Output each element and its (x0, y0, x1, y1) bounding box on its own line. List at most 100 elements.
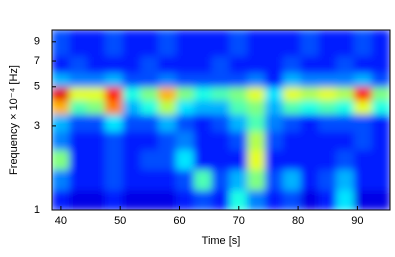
heatmap-cell (300, 55, 320, 74)
heatmap-cell (282, 72, 302, 88)
y-tick-label: 5 (34, 81, 40, 93)
heatmap-cell (211, 189, 231, 210)
heatmap-cell (193, 130, 213, 151)
heatmap-cell (353, 86, 373, 101)
heatmap-cell (247, 72, 266, 88)
heatmap-cell (353, 130, 373, 151)
heatmap-cell (282, 189, 302, 210)
heatmap-cell (300, 130, 320, 151)
heatmap-cell (176, 30, 195, 57)
heatmap-cell (247, 168, 266, 191)
heatmap-cell (318, 149, 338, 170)
heatmap-cell (282, 168, 302, 191)
heatmap-cell (336, 30, 355, 57)
heatmap-cell (69, 30, 89, 57)
heatmap-cell (282, 99, 302, 115)
heatmap-cell (176, 189, 195, 210)
heatmap-cell (87, 189, 106, 210)
heatmap-cell (336, 113, 355, 132)
heatmap-cell (52, 55, 71, 74)
heatmap-cell (211, 149, 231, 170)
heatmap-cell (318, 99, 338, 115)
heatmap-cell (140, 30, 160, 57)
heatmap-cell (229, 113, 249, 132)
heatmap-cell (193, 149, 213, 170)
heatmap-cell (247, 86, 266, 101)
heatmap-cell (247, 99, 266, 115)
heatmap-cell (282, 86, 302, 101)
heatmap-cell (211, 113, 231, 132)
heatmap-cell (353, 30, 373, 57)
heatmap-cell (229, 130, 249, 151)
heatmap-cell (158, 113, 178, 132)
x-tick-label: 80 (292, 215, 304, 227)
heatmap-cell (176, 149, 195, 170)
heatmap-cell (104, 55, 124, 74)
heatmap-cell (300, 86, 320, 101)
heatmap-cell (104, 30, 124, 57)
heatmap-cell (229, 86, 249, 101)
heatmap-cell (69, 86, 89, 101)
heatmap-cell (176, 55, 195, 74)
heatmap-cell (176, 130, 195, 151)
heatmap-cell (300, 99, 320, 115)
heatmap-cell (211, 168, 231, 191)
heatmap-cell (193, 113, 213, 132)
heatmap-cell (122, 168, 142, 191)
plot-frame (51, 29, 391, 211)
heatmap-cell (176, 86, 195, 101)
heatmap-cell (282, 149, 302, 170)
heatmap-cell (87, 149, 106, 170)
heatmap-cell (336, 55, 355, 74)
x-tick-label: 70 (233, 215, 245, 227)
heatmap-cell (264, 86, 284, 101)
heatmap-cell (158, 99, 178, 115)
heatmap-cell (353, 168, 373, 191)
heatmap-cell (247, 189, 266, 210)
heatmap-cell (104, 72, 124, 88)
heatmap-cell (122, 189, 142, 210)
heatmap-cell (247, 30, 266, 57)
heatmap-cell (69, 149, 89, 170)
heatmap-cell (158, 72, 178, 88)
heatmap-cell (122, 30, 142, 57)
heatmap-cell (264, 113, 284, 132)
heatmap-cell (104, 86, 124, 101)
heatmap-cell (300, 168, 320, 191)
heatmap-cell (122, 72, 142, 88)
heatmap-cell (176, 168, 195, 191)
heatmap (52, 30, 390, 210)
heatmap-cell (318, 86, 338, 101)
heatmap-cell (282, 30, 302, 57)
heatmap-cell (140, 130, 160, 151)
heatmap-cell (282, 113, 302, 132)
heatmap-cell (140, 189, 160, 210)
heatmap-cell (193, 72, 213, 88)
heatmap-cell (140, 149, 160, 170)
heatmap-cell (69, 99, 89, 115)
heatmap-cell (211, 72, 231, 88)
x-tick-label: 50 (114, 215, 126, 227)
heatmap-cell (87, 55, 106, 74)
heatmap-cell (264, 149, 284, 170)
heatmap-cell (52, 168, 71, 191)
heatmap-cell (52, 113, 71, 132)
heatmap-cell (140, 72, 160, 88)
y-tick-label: 1 (34, 204, 40, 216)
heatmap-cell (247, 149, 266, 170)
heatmap-cell (229, 99, 249, 115)
heatmap-cell (318, 72, 338, 88)
heatmap-cell (264, 168, 284, 191)
heatmap-cell (87, 99, 106, 115)
heatmap-cell (371, 130, 390, 151)
heatmap-cell (122, 130, 142, 151)
heatmap-cell (264, 55, 284, 74)
heatmap-cell (193, 30, 213, 57)
heatmap-cell (104, 130, 124, 151)
heatmap-cell (69, 168, 89, 191)
heatmap-cell (87, 130, 106, 151)
heatmap-cell (336, 72, 355, 88)
heatmap-cell (264, 189, 284, 210)
heatmap-cell (140, 113, 160, 132)
